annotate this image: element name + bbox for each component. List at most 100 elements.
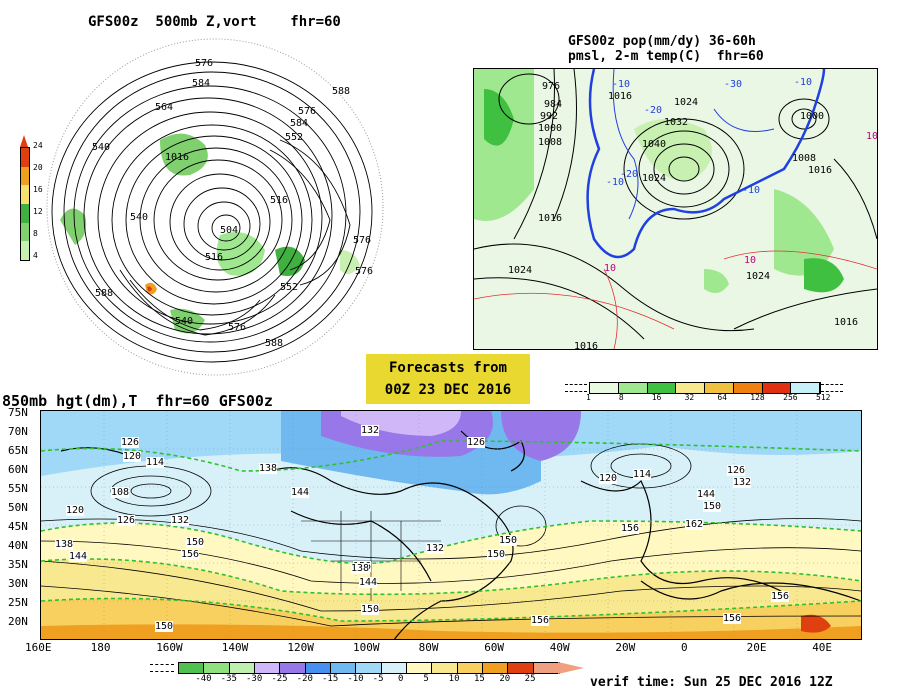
contour-label: 540: [92, 142, 111, 153]
contour-label: 588: [265, 338, 284, 349]
legend-swatch: [229, 663, 255, 673]
height-label: 120: [123, 451, 142, 462]
legend-swatch: [533, 663, 559, 673]
pressure-label: 992: [540, 111, 559, 122]
temp-label: -20: [620, 169, 639, 180]
contour-label: 516: [205, 252, 224, 263]
height-label: 138: [55, 539, 74, 550]
legend-label: -30: [246, 674, 263, 684]
legend-swatch: [21, 166, 29, 186]
contour-label: 564: [155, 102, 174, 113]
legend-label: 0: [398, 674, 404, 684]
legend-arrow-right-icon: [558, 662, 584, 674]
contour-label: 1016: [165, 152, 190, 163]
vorticity-legend: 24 20 16 12 8 4: [17, 135, 57, 270]
height-label: 132: [361, 425, 380, 436]
legend-swatch: [330, 663, 357, 673]
contour-label: 588: [95, 288, 114, 299]
height-label: 132: [733, 477, 752, 488]
legend-label: 128: [750, 393, 765, 402]
legend-swatch: [762, 383, 792, 393]
legend-swatch: [381, 663, 407, 673]
legend-swatch: [705, 383, 734, 393]
legend-swatch: [457, 663, 483, 673]
height-label: 138: [351, 563, 370, 574]
legend-swatch: [432, 663, 458, 673]
legend-swatch: [590, 383, 619, 393]
height-label: 132: [426, 543, 445, 554]
longitude-tick-label: 0: [681, 641, 688, 654]
legend-label: 12: [33, 207, 43, 216]
temp-label: -20: [644, 105, 663, 116]
legend-label: -20: [296, 674, 313, 684]
contour-label: 516: [270, 195, 289, 206]
height-label: 156: [531, 615, 550, 626]
legend-swatches: [178, 662, 560, 674]
legend-swatch: [791, 383, 820, 393]
legend-swatch: [21, 204, 29, 223]
panel-title-pop-line1: GFS00z pop(mm/dy) 36-60h: [568, 34, 756, 49]
contour-label: 584: [192, 78, 211, 89]
temp-label: 10: [604, 263, 617, 274]
contour-label: 504: [220, 225, 239, 236]
height-label: 144: [291, 487, 310, 498]
legend-arrow-up-icon: [20, 135, 28, 147]
legend-labels: -40 -35 -30 -25 -20 -15 -10 -5 0 5 10 15 20 25: [178, 674, 560, 686]
legend-swatch: [21, 222, 29, 242]
legend-swatch: [676, 383, 705, 393]
latitude-tick-label: 35N: [8, 558, 28, 571]
legend-label: 15: [474, 674, 485, 684]
height-label: 144: [359, 577, 378, 588]
latitude-tick-label: 70N: [8, 425, 28, 438]
legend-label: 64: [717, 393, 728, 402]
contour-label: 540: [130, 212, 149, 223]
pressure-label: 1024: [642, 173, 667, 184]
verif-time: verif time: Sun 25 DEC 2016 12Z: [590, 675, 833, 690]
legend-label: 25: [524, 674, 536, 684]
pressure-label: 1024: [746, 271, 771, 282]
legend-label: -40: [195, 674, 212, 684]
panel-500mb-vorticity: 576 584 552 540 1016 516 504 588 576 540…: [40, 30, 390, 385]
legend-left-dashes-icon: [150, 664, 174, 672]
temp-label: -10: [612, 79, 631, 90]
panel-850mb-height-temp: 132 126 120 114 108 120 126 132 138 144 …: [40, 410, 862, 640]
legend-swatch: [482, 663, 509, 673]
pressure-label: 1016: [538, 213, 563, 224]
legend-label: 10: [448, 674, 460, 684]
panel-pop-pmsl: 976 984 992 1000 1008 1016 1024 1032 104…: [473, 68, 878, 350]
latitude-tick-label: 30N: [8, 577, 28, 590]
legend-label: -35: [220, 674, 237, 684]
height-label: 150: [361, 604, 380, 615]
longitude-tick-label: 180: [90, 641, 111, 654]
legend-right-dashes-icon: [821, 384, 843, 392]
latitude-tick-label: 20N: [8, 615, 28, 628]
pressure-label: 984: [544, 99, 563, 110]
panel-title-850mb: 850mb hgt(dm),T fhr=60 GFS00z: [2, 392, 273, 410]
height-label: 150: [487, 549, 506, 560]
height-label: 126: [117, 515, 136, 526]
legend-labels: 1 8 16 32 64 128 256 512: [586, 393, 830, 403]
height-label: 126: [727, 465, 746, 476]
contour-label: 540: [175, 316, 194, 327]
legend-label: 20: [33, 163, 43, 172]
temp-label: 10: [866, 131, 878, 142]
legend-label: 4: [33, 251, 38, 260]
pressure-label: 1024: [508, 265, 533, 276]
legend-label: -25: [271, 674, 288, 684]
legend-swatches: [20, 147, 30, 261]
pmsl-map: [474, 69, 877, 349]
contour-label: 552: [280, 282, 299, 293]
pressure-label: 1016: [574, 341, 599, 350]
legend-swatch: [647, 383, 677, 393]
legend-label: 5: [423, 674, 429, 684]
pressure-label: 1024: [674, 97, 699, 108]
latitude-tick-label: 50N: [8, 501, 28, 514]
latitude-tick-label: 40N: [8, 539, 28, 552]
height-label: 156: [771, 591, 790, 602]
height-label: 156: [181, 549, 200, 560]
height-label: 150: [499, 535, 518, 546]
legend-swatch: [356, 663, 382, 673]
forecast-banner: Forecasts from 00Z 23 DEC 2016: [366, 354, 530, 404]
legend-swatch: [179, 663, 205, 673]
legend-swatch: [406, 663, 433, 673]
